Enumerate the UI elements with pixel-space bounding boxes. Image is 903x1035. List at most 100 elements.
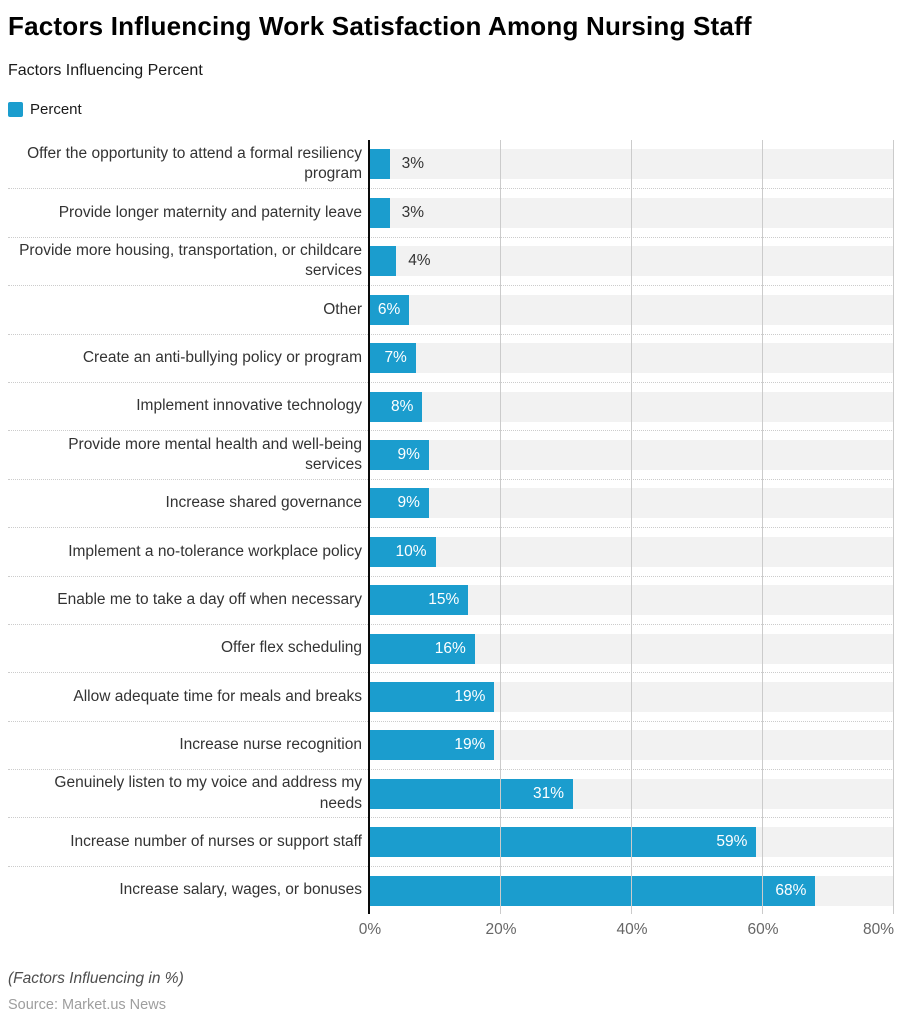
percent-bar: 15% <box>370 585 469 616</box>
percent-bar: 59% <box>370 827 757 858</box>
chart-row: Implement innovative technology 8% <box>8 381 894 430</box>
chart-footnote: (Factors Influencing in %) <box>8 970 184 988</box>
plot-cell: 6% <box>370 294 894 325</box>
percent-bar: 8% <box>370 391 423 422</box>
row-band <box>370 536 894 567</box>
value-label: 31% <box>533 784 565 802</box>
percent-bar: 9% <box>370 488 429 519</box>
plot-cell: 31% <box>370 778 894 809</box>
percent-bar <box>370 198 390 229</box>
x-axis-tick-label: 0% <box>358 921 382 939</box>
x-axis-tick-label: 40% <box>616 921 648 939</box>
plot-cell: 19% <box>370 730 894 761</box>
chart-row: Offer flex scheduling 16% <box>8 623 894 672</box>
plot-cell: 10% <box>370 536 894 567</box>
category-label: Offer the opportunity to attend a formal… <box>27 144 362 183</box>
chart-subtitle: Factors Influencing Percent <box>8 62 203 79</box>
plot-cell: 68% <box>370 875 894 906</box>
row-band <box>370 149 894 180</box>
row-band <box>370 440 894 471</box>
value-label: 19% <box>454 736 486 754</box>
legend-item-label: Percent <box>30 100 82 118</box>
percent-bar: 6% <box>370 294 410 325</box>
percent-bar: 68% <box>370 875 816 906</box>
x-axis-tick-label: 20% <box>485 921 517 939</box>
chart-row: Other 6% <box>8 285 894 333</box>
bar-chart: Offer the opportunity to attend a formal… <box>8 140 894 940</box>
category-label: Genuinely listen to my voice and address… <box>54 774 362 812</box>
percent-bar: 7% <box>370 343 416 374</box>
category-label: Increase number of nurses or support sta… <box>70 832 362 850</box>
chart-row: Increase nurse recognition 19% <box>8 720 894 769</box>
percent-bar: 19% <box>370 681 495 712</box>
row-band <box>370 198 894 229</box>
value-label: 9% <box>397 446 420 464</box>
percent-bar: 31% <box>370 778 574 809</box>
value-label: 10% <box>395 542 427 560</box>
plot-cell: 7% <box>370 343 894 374</box>
category-label: Increase shared governance <box>165 494 362 512</box>
chart-row: Provide more mental health and well-bein… <box>8 430 894 478</box>
category-label: Implement innovative technology <box>136 397 362 415</box>
percent-bar <box>370 149 390 180</box>
category-label: Provide more mental health and well-bein… <box>68 435 362 474</box>
plot-cell: 8% <box>370 391 894 422</box>
chart-rows: Offer the opportunity to attend a formal… <box>8 140 894 914</box>
value-label: 3% <box>401 204 425 222</box>
value-label: 68% <box>775 881 807 899</box>
chart-row: Increase shared governance 9% <box>8 478 894 527</box>
value-label: 6% <box>377 300 401 318</box>
category-label: Allow adequate time for meals and breaks <box>73 687 362 705</box>
value-label: 8% <box>390 397 414 415</box>
category-label: Create an anti-bullying policy or progra… <box>82 349 362 366</box>
percent-bar <box>370 246 397 277</box>
legend-swatch-icon <box>8 101 23 117</box>
chart-row: Provide more housing, transportation, or… <box>8 236 894 285</box>
chart-page: Factors Influencing Work Satisfaction Am… <box>0 12 903 1013</box>
plot-cell: 19% <box>370 681 894 712</box>
row-band <box>370 391 894 422</box>
chart-row: Offer the opportunity to attend a formal… <box>8 140 894 188</box>
chart-row: Increase salary, wages, or bonuses 68% <box>8 865 894 914</box>
category-label: Offer flex scheduling <box>220 639 362 657</box>
chart-row: Increase number of nurses or support sta… <box>8 817 894 865</box>
legend-item-percent[interactable]: Percent <box>8 100 82 118</box>
plot-cell: 15% <box>370 585 894 616</box>
source-credit: Source: Market.us News <box>8 997 166 1014</box>
chart-row: Enable me to take a day off when necessa… <box>8 575 894 624</box>
category-label: Provide more housing, transportation, or… <box>19 241 362 280</box>
category-label: Increase nurse recognition <box>179 736 362 754</box>
plot-cell: 9% <box>370 488 894 519</box>
category-label: Increase salary, wages, or bonuses <box>119 881 362 899</box>
plot-cell: 3% <box>370 149 894 180</box>
value-label: 7% <box>384 349 407 367</box>
value-label: 15% <box>428 591 460 609</box>
chart-title: Factors Influencing Work Satisfaction Am… <box>8 11 752 41</box>
category-label: Implement a no-tolerance workplace polic… <box>68 542 362 560</box>
value-label: 3% <box>401 155 425 173</box>
category-label: Enable me to take a day off when necessa… <box>57 590 362 608</box>
percent-bar: 16% <box>370 633 475 664</box>
chart-row: Implement a no-tolerance workplace polic… <box>8 527 894 575</box>
plot-cell: 9% <box>370 440 894 471</box>
category-label: Other <box>323 300 362 318</box>
percent-bar: 10% <box>370 536 436 567</box>
percent-bar: 9% <box>370 440 429 471</box>
row-band <box>370 488 894 519</box>
row-band <box>370 343 894 374</box>
x-axis-tick-label: 80% <box>862 921 894 939</box>
row-band <box>370 246 894 277</box>
chart-row: Allow adequate time for meals and breaks… <box>8 672 894 720</box>
chart-row: Create an anti-bullying policy or progra… <box>8 333 894 382</box>
chart-row: Provide longer maternity and paternity l… <box>8 188 894 236</box>
value-label: 59% <box>716 833 748 851</box>
value-label: 16% <box>434 639 466 657</box>
x-axis-labels: 0% 20% 40% 60% 80% <box>359 914 894 940</box>
plot-cell: 16% <box>370 633 894 664</box>
percent-bar: 19% <box>370 730 495 761</box>
x-axis-tick-label: 60% <box>747 921 779 939</box>
plot-cell: 3% <box>370 198 894 229</box>
plot-cell: 4% <box>370 246 894 277</box>
value-label: 9% <box>397 494 420 512</box>
value-label: 4% <box>408 252 431 270</box>
